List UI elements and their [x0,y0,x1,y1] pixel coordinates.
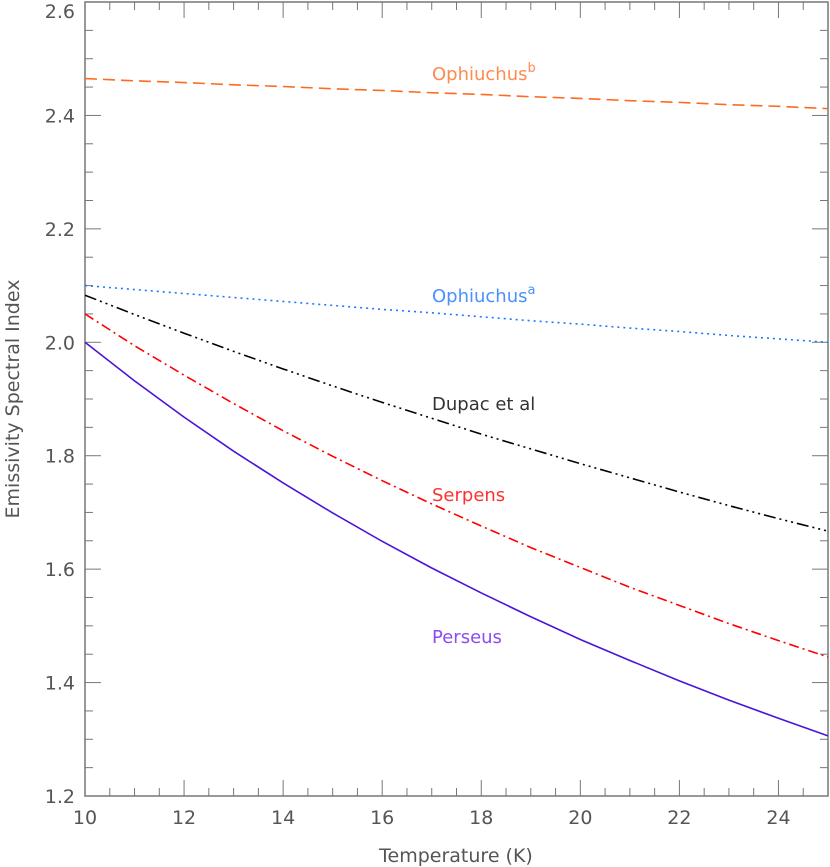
axes: 10 12 14 16 18 20 22 24 1.2 1.4 1.6 1.8 2.0 2.2 2.4 2.6 [45,1,829,829]
x-tick-label: 16 [370,807,394,829]
x-axis-title: Temperature (K) [378,845,533,867]
series-label-5: Perseus [432,627,502,648]
x-tick-label: 14 [271,807,295,829]
x-tick-label: 18 [469,807,493,829]
y-axis-title: Emissivity Spectral Index [2,280,24,519]
y-tick-label: 1.2 [45,786,75,808]
series-name: Dupac et al [432,394,535,415]
y-tick-label: 2.4 [45,105,75,127]
series-line-1 [84,77,829,110]
x-tick-label: 24 [766,807,790,829]
y-tick-label: 1.6 [45,559,75,581]
series-line-3 [84,294,829,532]
x-tick-label: 12 [172,807,196,829]
y-tick-label: 1.4 [45,673,75,695]
series-name: Ophiuchus [432,286,528,307]
series-line-4 [84,313,829,658]
series-lines [84,77,829,737]
series-name: Serpens [432,485,505,506]
series-name: Ophiuchus [432,64,528,85]
series-label-3: Dupac et al [432,394,535,415]
series-superscript: b [528,61,536,76]
x-tick-label: 20 [568,807,592,829]
series-superscript: a [528,283,536,298]
series-label-4: Serpens [432,485,505,506]
series-name: Perseus [432,627,502,648]
y-tick-label: 2.6 [45,1,75,23]
series-line-2 [84,284,829,344]
series-line-5 [84,341,829,737]
x-tick-label: 10 [73,807,97,829]
series-label-2: Ophiuchusa [432,283,535,307]
y-tick-label: 1.8 [45,446,75,468]
y-tick-label: 2.2 [45,219,75,241]
y-tick-label: 2.0 [45,332,75,354]
x-tick-label: 22 [667,807,691,829]
series-label-1: Ophiuchusb [432,61,536,85]
